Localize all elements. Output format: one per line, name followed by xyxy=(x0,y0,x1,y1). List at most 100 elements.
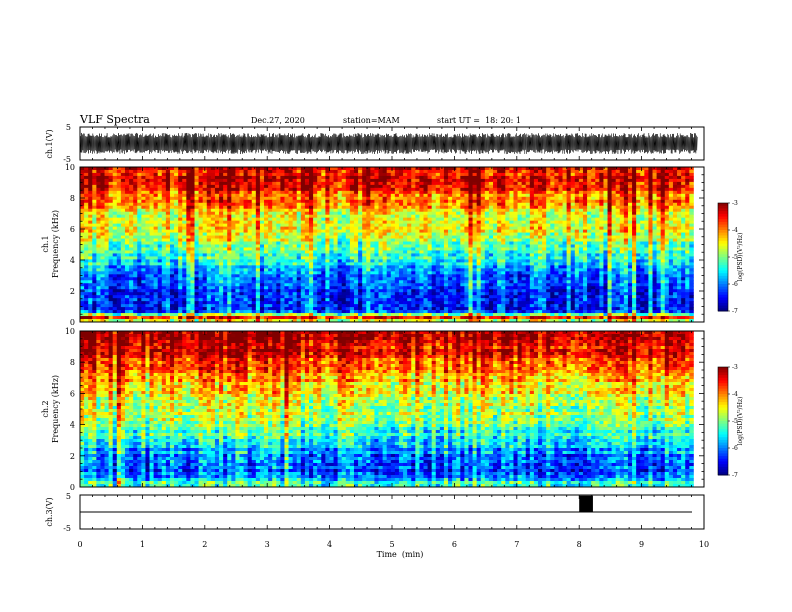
spectrogram-cell xyxy=(223,175,228,180)
spectrogram-cell xyxy=(100,193,105,198)
spectrogram-cell xyxy=(468,169,473,174)
spectrogram-cell xyxy=(243,184,249,189)
spectrogram-cell xyxy=(644,169,649,174)
spectrogram-cell xyxy=(386,262,392,266)
spectrogram-cell xyxy=(644,172,649,177)
spectrogram-cell xyxy=(636,229,641,233)
spectrogram-cell xyxy=(296,247,302,251)
spectrogram-cell xyxy=(210,238,216,242)
spectrogram-cell xyxy=(345,193,351,198)
spectrogram-cell xyxy=(272,232,277,236)
spectrogram-cell xyxy=(133,202,138,207)
spectrogram-cell xyxy=(198,247,204,251)
spectrogram-cell xyxy=(329,172,334,177)
spectrogram-cell xyxy=(423,190,428,195)
spectrogram-cell xyxy=(660,247,666,251)
spectrogram-cell xyxy=(358,184,363,189)
spectrogram-cell xyxy=(161,241,167,245)
spectrogram-cell xyxy=(476,217,482,222)
spectrogram-cell xyxy=(345,256,351,260)
spectrogram-cell xyxy=(300,244,306,248)
spectrogram-cell xyxy=(362,256,367,260)
spectrogram-cell xyxy=(100,226,105,230)
spectrogram-cell xyxy=(235,175,240,180)
spectrogram-cell xyxy=(533,226,539,230)
spectrogram-cell xyxy=(460,181,465,186)
spectrogram-cell xyxy=(108,205,114,210)
spectrogram-cell xyxy=(251,205,257,210)
spectrogram-cell xyxy=(468,259,473,263)
spectrogram-cell xyxy=(619,226,625,230)
spectrogram-cell xyxy=(149,241,155,245)
spectrogram-cell xyxy=(456,244,461,248)
spectrogram-cell xyxy=(382,250,388,254)
spectrogram-cell xyxy=(259,205,265,210)
spectrogram-cell xyxy=(276,196,281,201)
spectrogram-cell xyxy=(538,178,543,183)
spectrogram-cell xyxy=(190,196,195,201)
spectrogram-cell xyxy=(309,226,314,230)
spectrogram-cell xyxy=(317,178,322,183)
spectrogram-cell xyxy=(296,211,302,216)
spectrogram-cell xyxy=(439,193,445,198)
spectrogram-cell xyxy=(521,205,527,210)
spectrogram-cell xyxy=(358,247,363,251)
spectrogram-cell xyxy=(120,190,126,195)
spectrogram-cell xyxy=(407,190,412,195)
spectrogram-cell xyxy=(423,211,428,216)
spectrogram-cell xyxy=(235,226,240,230)
spectrogram-cell xyxy=(394,217,400,222)
spectrogram-cell xyxy=(443,259,449,263)
spectrogram-cell xyxy=(435,205,441,210)
spectrogram-cell xyxy=(677,208,682,213)
spectrogram-cell xyxy=(112,244,118,248)
spectrogram-cell xyxy=(165,172,171,177)
spectrogram-cell xyxy=(153,205,159,210)
spectrogram-cell xyxy=(116,181,122,186)
spectrogram-cell xyxy=(681,253,686,257)
spectrogram-cell xyxy=(231,223,236,228)
spectrogram-cell xyxy=(251,244,257,248)
spectrogram-cell xyxy=(300,193,306,198)
spectrogram-cell xyxy=(366,196,371,201)
spectrogram-cell xyxy=(284,211,289,216)
spectrogram-cell xyxy=(403,184,408,189)
spectrogram-cell xyxy=(640,190,645,195)
spectrogram-cell xyxy=(129,211,134,216)
spectrogram-cell xyxy=(353,181,359,186)
spectrogram-cell xyxy=(370,172,375,177)
spectrogram-cell xyxy=(660,169,666,174)
spectrogram-cell xyxy=(296,217,302,222)
spectrogram-cell xyxy=(403,244,408,248)
spectrogram-cell xyxy=(619,238,625,242)
spectrogram-cell xyxy=(370,259,375,263)
spectrogram-cell xyxy=(578,253,584,257)
spectrogram-cell xyxy=(272,196,277,201)
spectrogram-cell xyxy=(615,232,621,236)
spectrogram-cell xyxy=(582,238,588,242)
spectrogram-cell xyxy=(632,241,637,245)
spectrogram-cell xyxy=(632,196,637,201)
spectrogram-cell xyxy=(476,190,482,195)
spectrogram-cell xyxy=(484,175,490,180)
spectrogram-cell xyxy=(182,167,187,171)
spectrogram-cell xyxy=(435,167,441,171)
spectrogram-cell xyxy=(652,229,657,233)
spectrogram-cell xyxy=(472,172,478,177)
spectrogram-cell xyxy=(517,235,523,239)
spectrogram-cell xyxy=(239,184,244,189)
spectrogram-cell xyxy=(296,178,302,183)
spectrogram-cell xyxy=(415,247,420,251)
spectrogram-cell xyxy=(88,247,93,251)
spectrogram-cell xyxy=(640,238,645,242)
spectrogram-cell xyxy=(116,172,122,177)
spectrogram-cell xyxy=(116,217,122,222)
spectrogram-cell xyxy=(198,175,204,180)
spectrogram-cell xyxy=(141,178,146,183)
spectrogram-cell xyxy=(366,169,371,174)
spectrogram-cell xyxy=(689,175,694,180)
spectrogram-cell xyxy=(80,247,85,251)
spectrogram-cell xyxy=(325,169,330,174)
spectrogram-cell xyxy=(501,256,506,260)
spectrogram-cell xyxy=(268,167,273,171)
